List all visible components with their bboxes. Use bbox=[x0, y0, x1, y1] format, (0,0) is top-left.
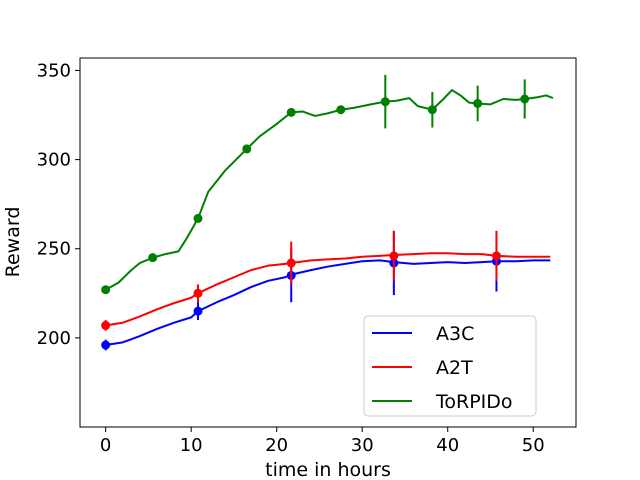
x-tick-label: 30 bbox=[351, 435, 374, 456]
data-point-a2t bbox=[491, 251, 501, 261]
x-tick-label: 40 bbox=[436, 435, 459, 456]
x-tick-label: 20 bbox=[265, 435, 288, 456]
data-point-torpido bbox=[473, 98, 483, 108]
series-line-a3c bbox=[105, 259, 551, 346]
legend-entries: A3C A2T ToRPIDo bbox=[372, 323, 513, 413]
y-tick-label: 200 bbox=[37, 328, 71, 349]
legend-label-torpido: ToRPIDo bbox=[435, 391, 513, 413]
series-line-a2t bbox=[105, 252, 551, 327]
plot-frame bbox=[79, 57, 577, 428]
data-point-torpido bbox=[336, 105, 346, 115]
y-axis-label: Reward bbox=[2, 207, 24, 278]
data-point-torpido bbox=[193, 213, 203, 223]
data-point-torpido bbox=[101, 285, 111, 295]
data-point-torpido bbox=[427, 105, 437, 115]
x-axis-label: time in hours bbox=[265, 459, 391, 480]
data-point-torpido bbox=[520, 94, 530, 104]
data-point-torpido bbox=[380, 97, 390, 107]
legend-label-a2t: A2T bbox=[436, 357, 473, 379]
data-point-torpido bbox=[286, 107, 296, 117]
legend-box bbox=[363, 315, 537, 417]
data-point-a2t bbox=[389, 251, 399, 261]
data-point-a3c bbox=[101, 340, 111, 350]
legend: A3C A2T ToRPIDo bbox=[363, 315, 537, 417]
data-point-torpido bbox=[148, 253, 158, 263]
series-layer bbox=[101, 74, 554, 351]
data-point-a3c bbox=[193, 306, 203, 316]
x-tick-label: 0 bbox=[100, 435, 111, 456]
data-point-a2t bbox=[286, 258, 296, 268]
y-tick-label: 300 bbox=[37, 150, 71, 171]
x-tick-label: 50 bbox=[522, 435, 545, 456]
data-point-a2t bbox=[101, 320, 111, 330]
ticks-layer: 0 10 20 30 40 50 200 250 300 350 bbox=[37, 60, 545, 456]
series-line-torpido bbox=[105, 89, 554, 291]
legend-label-a3c: A3C bbox=[436, 323, 474, 345]
data-point-torpido bbox=[242, 144, 252, 154]
y-tick-label: 350 bbox=[37, 60, 71, 81]
y-tick-label: 250 bbox=[37, 239, 71, 260]
x-tick-label: 10 bbox=[180, 435, 203, 456]
data-point-a2t bbox=[193, 288, 203, 298]
